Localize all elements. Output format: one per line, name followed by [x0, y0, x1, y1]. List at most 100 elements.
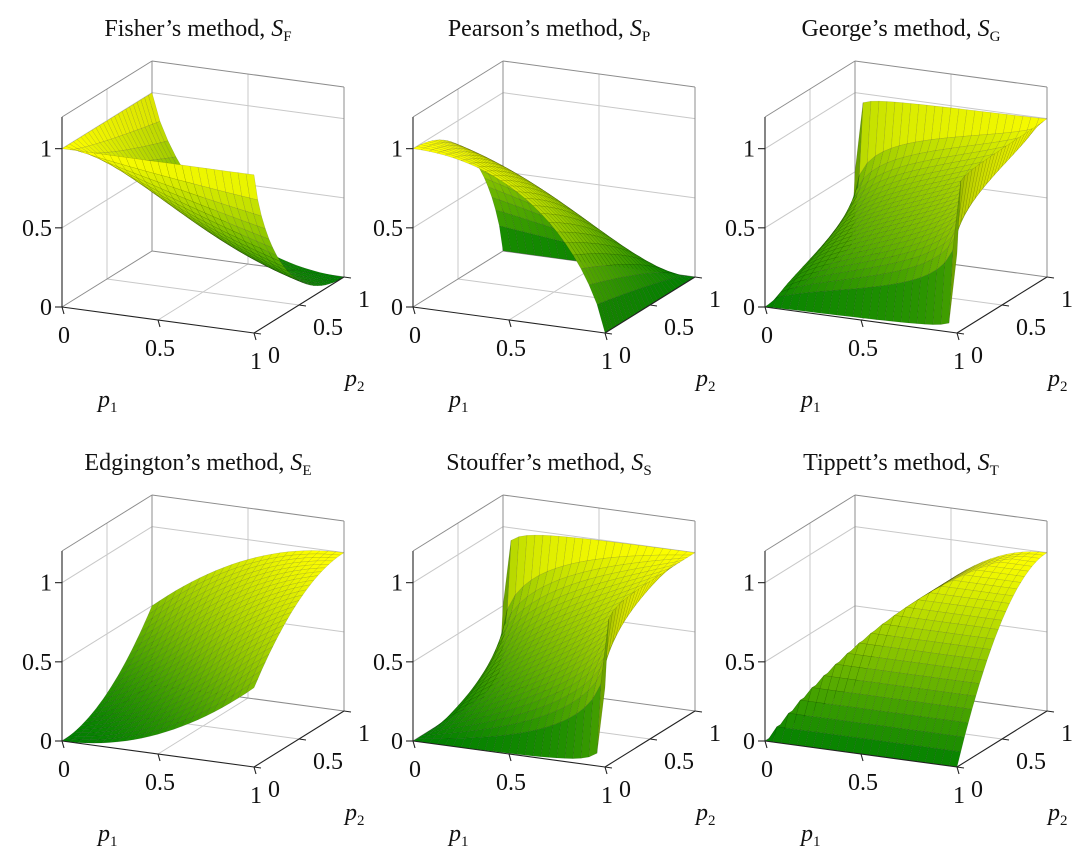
surface [764, 551, 1048, 768]
y-axis-label-sub: 2 [1060, 379, 1068, 395]
y-axis-label-sub: 2 [708, 379, 716, 395]
z-tick-label: 1 [40, 571, 52, 597]
x-axis-label-sub: 1 [461, 400, 469, 416]
surface-cell [290, 277, 303, 283]
panel-title-subscript: F [283, 29, 291, 45]
panel-title-symbol: S [630, 16, 642, 42]
z-tick-label: 0 [391, 729, 403, 755]
y-tick-label: 0.5 [313, 749, 343, 775]
y-axis-label-sub: 2 [1060, 813, 1068, 829]
surface [61, 92, 345, 287]
x-axis-label: p1 [447, 821, 469, 846]
x-tick-label: 0 [409, 323, 421, 349]
y-tick-label: 0.5 [313, 315, 343, 341]
y-tick-label: 0.5 [664, 749, 694, 775]
y-axis-label: p2 [694, 800, 716, 829]
x-tick-label: 0.5 [145, 770, 175, 796]
x-axis-label: p1 [96, 387, 118, 416]
x-axis-label: p1 [799, 821, 821, 846]
panel-title-subscript: E [302, 463, 311, 479]
z-tick-label: 1 [391, 571, 403, 597]
panel-title-text: Fisher’s method, [104, 16, 271, 42]
x-tick-label: 0.5 [145, 336, 175, 362]
x-axis-label-sub: 1 [813, 834, 821, 846]
panel-title: Fisher’s method, SF [104, 16, 291, 45]
y-tick-label: 0 [619, 343, 631, 369]
y-axis-label: p2 [694, 366, 716, 395]
y-axis-label-sub: 2 [357, 379, 365, 395]
z-tick-label: 0 [743, 729, 755, 755]
y-axis-label: p2 [1046, 800, 1068, 829]
y-tick-label: 0 [619, 777, 631, 803]
surface-cell [298, 280, 311, 286]
z-tick-label: 0 [40, 295, 52, 321]
x-axis-label-sub: 1 [110, 834, 118, 846]
x-tick-label: 0.5 [496, 770, 526, 796]
x-tick-label: 0 [409, 757, 421, 783]
z-tick-label: 0 [743, 295, 755, 321]
x-tick-label: 1 [250, 783, 262, 809]
x-tick-label: 0 [58, 757, 70, 783]
x-tick-label: 1 [601, 349, 613, 375]
panel-title: Tippett’s method, ST [803, 450, 999, 479]
panel-title: Stouffer’s method, SS [446, 450, 651, 479]
surface [412, 534, 696, 759]
x-tick-label: 1 [953, 783, 965, 809]
panel-title-subscript: T [990, 463, 999, 479]
x-axis-label-sub: 1 [461, 834, 469, 846]
z-tick-label: 0 [40, 729, 52, 755]
y-tick-label: 1 [709, 287, 721, 313]
panel-title-text: Pearson’s method, [448, 16, 630, 42]
surface-cell [287, 274, 300, 281]
x-tick-label: 0 [761, 323, 773, 349]
y-tick-label: 0.5 [664, 315, 694, 341]
z-tick-label: 0.5 [725, 216, 755, 242]
y-tick-label: 1 [1061, 721, 1073, 747]
panel-title-subscript: G [990, 29, 1001, 45]
grid [412, 74, 696, 321]
panel-title-text: Edgington’s method, [84, 450, 290, 476]
y-axis-label: p2 [343, 366, 365, 395]
panel-title-symbol: S [978, 16, 990, 42]
x-axis-label: p1 [799, 387, 821, 416]
x-axis-label-sub: 1 [110, 400, 118, 416]
z-tick-label: 1 [743, 137, 755, 163]
y-tick-label: 1 [358, 721, 370, 747]
x-tick-label: 0 [58, 323, 70, 349]
surface-cell [320, 280, 334, 285]
surface [61, 550, 345, 744]
surface-cell [271, 257, 285, 268]
z-tick-label: 1 [743, 571, 755, 597]
surface-cell [313, 282, 326, 286]
x-tick-label: 0 [761, 757, 773, 783]
surface-cell [253, 213, 266, 229]
y-axis-label-sub: 2 [357, 813, 365, 829]
x-tick-label: 0.5 [848, 336, 878, 362]
x-tick-label: 1 [601, 783, 613, 809]
surface-cell [305, 282, 318, 287]
z-tick-label: 1 [40, 137, 52, 163]
panel-title: George’s method, SG [801, 16, 1000, 45]
x-axis-label: p1 [447, 387, 469, 416]
x-tick-label: 0.5 [496, 336, 526, 362]
y-tick-label: 1 [1061, 287, 1073, 313]
surface [764, 100, 1048, 325]
y-tick-label: 1 [709, 721, 721, 747]
panel-title-symbol: S [290, 450, 302, 476]
y-tick-label: 1 [358, 287, 370, 313]
x-axis-label: p1 [96, 821, 118, 846]
z-tick-label: 0.5 [22, 650, 52, 676]
panel-title-subscript: P [642, 29, 650, 45]
y-axis-label: p2 [343, 800, 365, 829]
axes [406, 117, 703, 341]
z-tick-label: 0.5 [22, 216, 52, 242]
panel-title: Edgington’s method, SE [84, 450, 311, 479]
z-tick-label: 0.5 [725, 650, 755, 676]
